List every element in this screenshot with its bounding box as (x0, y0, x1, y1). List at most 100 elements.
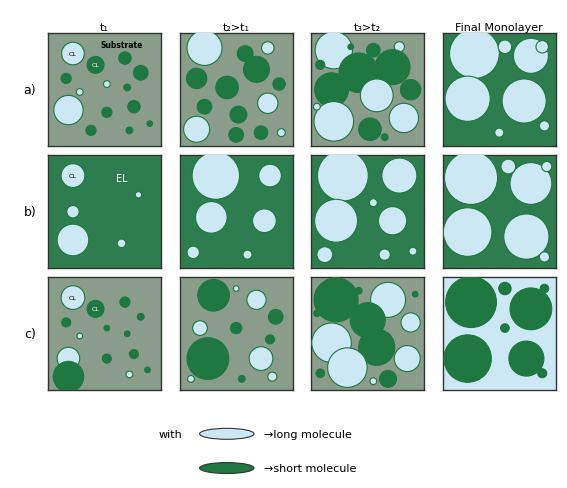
Circle shape (315, 200, 358, 243)
Circle shape (539, 252, 549, 263)
Circle shape (328, 348, 367, 387)
Text: with: with (159, 429, 183, 439)
Circle shape (389, 104, 418, 133)
Circle shape (237, 46, 253, 62)
Circle shape (444, 335, 492, 383)
Circle shape (502, 80, 546, 124)
Circle shape (129, 350, 138, 359)
Circle shape (350, 303, 385, 338)
Circle shape (62, 43, 84, 66)
Circle shape (539, 122, 549, 132)
Circle shape (119, 53, 131, 65)
Text: CL: CL (69, 295, 77, 301)
Circle shape (315, 33, 353, 70)
Circle shape (243, 251, 252, 260)
Circle shape (394, 346, 420, 372)
Circle shape (231, 323, 242, 334)
Circle shape (450, 30, 500, 79)
Circle shape (314, 102, 354, 142)
Text: c): c) (24, 327, 36, 341)
Circle shape (124, 331, 130, 337)
Circle shape (133, 66, 148, 81)
Circle shape (538, 369, 547, 378)
Circle shape (117, 240, 126, 248)
Circle shape (409, 248, 417, 256)
Circle shape (247, 291, 266, 310)
Circle shape (443, 208, 492, 257)
Circle shape (314, 310, 320, 317)
Circle shape (312, 324, 352, 363)
Circle shape (445, 77, 490, 122)
Circle shape (259, 165, 281, 187)
Circle shape (187, 338, 229, 380)
Circle shape (198, 280, 230, 311)
Circle shape (200, 463, 254, 473)
Circle shape (359, 329, 395, 366)
Text: CL: CL (92, 307, 99, 312)
Circle shape (230, 107, 247, 124)
Text: a): a) (24, 84, 36, 97)
Circle shape (268, 372, 277, 382)
Circle shape (348, 45, 354, 50)
Circle shape (188, 376, 194, 383)
Circle shape (378, 207, 407, 235)
Circle shape (61, 286, 85, 310)
Circle shape (394, 42, 404, 53)
Circle shape (370, 283, 405, 318)
Circle shape (498, 41, 511, 55)
Circle shape (120, 297, 130, 307)
Circle shape (501, 324, 509, 333)
Circle shape (379, 371, 396, 387)
Circle shape (126, 128, 133, 135)
Circle shape (193, 321, 208, 336)
Circle shape (200, 428, 254, 439)
Circle shape (361, 80, 393, 113)
Circle shape (318, 151, 369, 202)
Circle shape (273, 79, 285, 91)
Title: Final Monolayer: Final Monolayer (455, 23, 543, 33)
Text: CL: CL (69, 174, 77, 179)
Circle shape (316, 369, 324, 378)
Circle shape (145, 367, 150, 373)
Circle shape (314, 278, 358, 322)
Circle shape (540, 285, 549, 293)
Circle shape (86, 126, 96, 136)
Circle shape (375, 50, 410, 85)
Circle shape (356, 288, 362, 295)
Circle shape (495, 129, 504, 138)
Circle shape (77, 89, 83, 96)
Circle shape (314, 104, 320, 111)
Circle shape (359, 119, 381, 141)
Circle shape (339, 54, 378, 93)
Circle shape (277, 129, 285, 137)
Text: b): b) (24, 206, 36, 219)
Circle shape (124, 85, 130, 92)
Circle shape (238, 376, 245, 383)
Circle shape (187, 69, 207, 89)
Text: EL: EL (116, 173, 128, 183)
Circle shape (317, 247, 333, 263)
Circle shape (370, 199, 377, 207)
Circle shape (136, 192, 142, 199)
Circle shape (513, 39, 548, 74)
Circle shape (510, 163, 552, 205)
Circle shape (265, 335, 274, 344)
Circle shape (499, 283, 511, 295)
Text: CL: CL (92, 63, 99, 68)
Title: t₂>t₁: t₂>t₁ (223, 23, 249, 33)
Text: CL: CL (69, 52, 77, 57)
Circle shape (187, 246, 200, 259)
Circle shape (509, 342, 544, 376)
Circle shape (147, 122, 153, 127)
Circle shape (400, 81, 421, 101)
Title: t₁: t₁ (100, 23, 109, 33)
Circle shape (87, 57, 104, 74)
Circle shape (510, 288, 552, 330)
Circle shape (187, 31, 222, 66)
Circle shape (101, 108, 112, 118)
Circle shape (184, 117, 210, 143)
Circle shape (126, 371, 133, 378)
Circle shape (257, 94, 278, 114)
Circle shape (61, 164, 85, 188)
Circle shape (53, 362, 84, 392)
